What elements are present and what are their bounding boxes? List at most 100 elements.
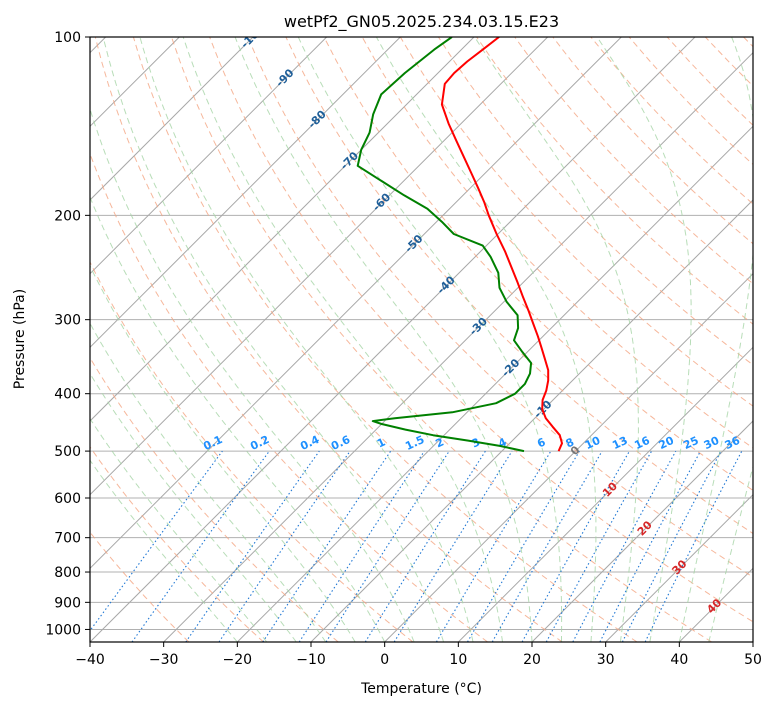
mixing-ratio-line [325,450,450,642]
dry-adiabat [666,37,753,126]
moist-adiabat [90,196,386,642]
dry-adiabat [743,37,753,48]
moist-adiabat [596,37,692,642]
moist-adiabat [90,459,238,642]
dry-adiabat [552,37,753,245]
mixing-ratio-line [218,450,351,642]
isotherm-line [678,567,753,642]
mixing-ratio-label: 1 [375,435,387,450]
dry-adiabat [209,37,753,623]
isotherm-line [90,37,254,201]
moist-adiabat [708,464,753,642]
dewpoint-profile-line [356,37,533,453]
isotherm-line [752,641,753,642]
moist-adiabat [90,264,356,642]
isotherm-label: 40 [704,596,724,616]
mixing-ratio-line [131,450,270,642]
moist-adiabat [182,37,503,642]
mixing-ratio-line [262,450,392,642]
x-tick-label: −30 [149,652,179,668]
dry-adiabat [90,260,414,642]
dry-adiabat [90,356,339,642]
moist-adiabat [90,322,327,642]
dry-adiabat [171,37,712,642]
dry-adiabat [90,446,264,642]
mixing-ratio-line [545,450,653,642]
mixing-ratio-label: 0.6 [329,433,352,453]
mixing-ratio-line [393,450,513,642]
dry-adiabat [132,37,638,642]
x-tick-label: 50 [744,652,762,668]
moist-adiabat [234,37,533,642]
y-tick-label: 100 [54,30,81,46]
x-tick-label: 40 [670,652,688,668]
mixing-ratio-line [467,450,580,642]
y-tick-label: 400 [54,387,81,403]
mixing-ratio-line [572,450,677,642]
y-tick-label: 900 [54,595,81,611]
isotherm-line [310,199,753,642]
dry-adiabat [476,37,753,325]
dry-adiabat [437,37,753,366]
isotherm-line [90,37,328,275]
moist-adiabat [297,37,563,642]
isotherm-label: -80 [306,108,329,131]
x-tick-label: 0 [380,652,389,668]
chart-title: wetPf2_GN05.2025.234.03.15.E23 [284,12,559,32]
isotherm-line [90,37,696,642]
y-tick-label: 800 [54,565,81,581]
mixing-ratio-label: 6 [535,435,548,450]
y-axis-label: Pressure (hPa) [12,289,28,389]
mixing-ratio-label: 25 [681,434,700,452]
x-tick-label: 10 [449,652,467,668]
x-tick-label: −40 [75,652,105,668]
plot-frame [89,36,754,643]
y-tick-label: 300 [54,313,81,329]
isotherm-line [384,272,753,642]
moist-adiabat [678,37,753,642]
x-tick-label: 20 [523,652,541,668]
mixing-ratio-line [185,450,320,642]
mixing-ratio-label: 20 [657,434,677,452]
dry-adiabat [285,37,753,535]
mixing-ratio-label: 16 [632,434,652,452]
dry-adiabat [590,37,753,205]
moist-adiabat [90,107,415,642]
mixing-ratio-label: 1.5 [403,433,426,453]
isotherm-line [531,420,753,642]
y-tick-label: 600 [54,491,81,507]
dry-adiabat [90,531,190,642]
moist-adiabat [474,37,639,642]
isotherm-line [605,493,753,642]
mixing-ratio-label: 10 [583,434,603,452]
moist-adiabat [90,372,297,642]
mixing-ratio-label: 0.1 [201,433,224,453]
x-tick-label: −20 [223,652,253,668]
mixing-ratio-line [298,450,425,642]
dry-adiabat [704,37,753,87]
y-tick-label: 1000 [45,622,81,638]
isotherm-line [90,37,401,349]
mixing-ratio-line [364,450,486,642]
temperature-profile-line [440,37,563,452]
isotherm-line [90,37,622,570]
mixing-ratio-label: 30 [702,434,722,452]
y-tick-label: 200 [54,208,81,224]
mixing-ratio-line [521,450,630,642]
mixing-ratio-label: 0.4 [298,433,321,453]
mixing-ratio-line [599,450,701,642]
moist-adiabat [90,417,268,642]
mixing-ratio-label: 36 [723,434,743,452]
x-axis-label: Temperature (°C) [360,681,482,697]
isotherm-line [90,37,549,496]
x-tick-label: −10 [296,652,326,668]
mixing-ratio-label: 0.2 [248,433,271,453]
mixing-ratio-line [90,450,223,632]
dry-adiabat [247,37,753,578]
isotherm-line [90,37,475,422]
y-tick-label: 700 [54,531,81,547]
isotherm-line [163,51,753,642]
moist-adiabat [375,37,597,642]
mixing-ratio-label: 13 [610,434,629,452]
